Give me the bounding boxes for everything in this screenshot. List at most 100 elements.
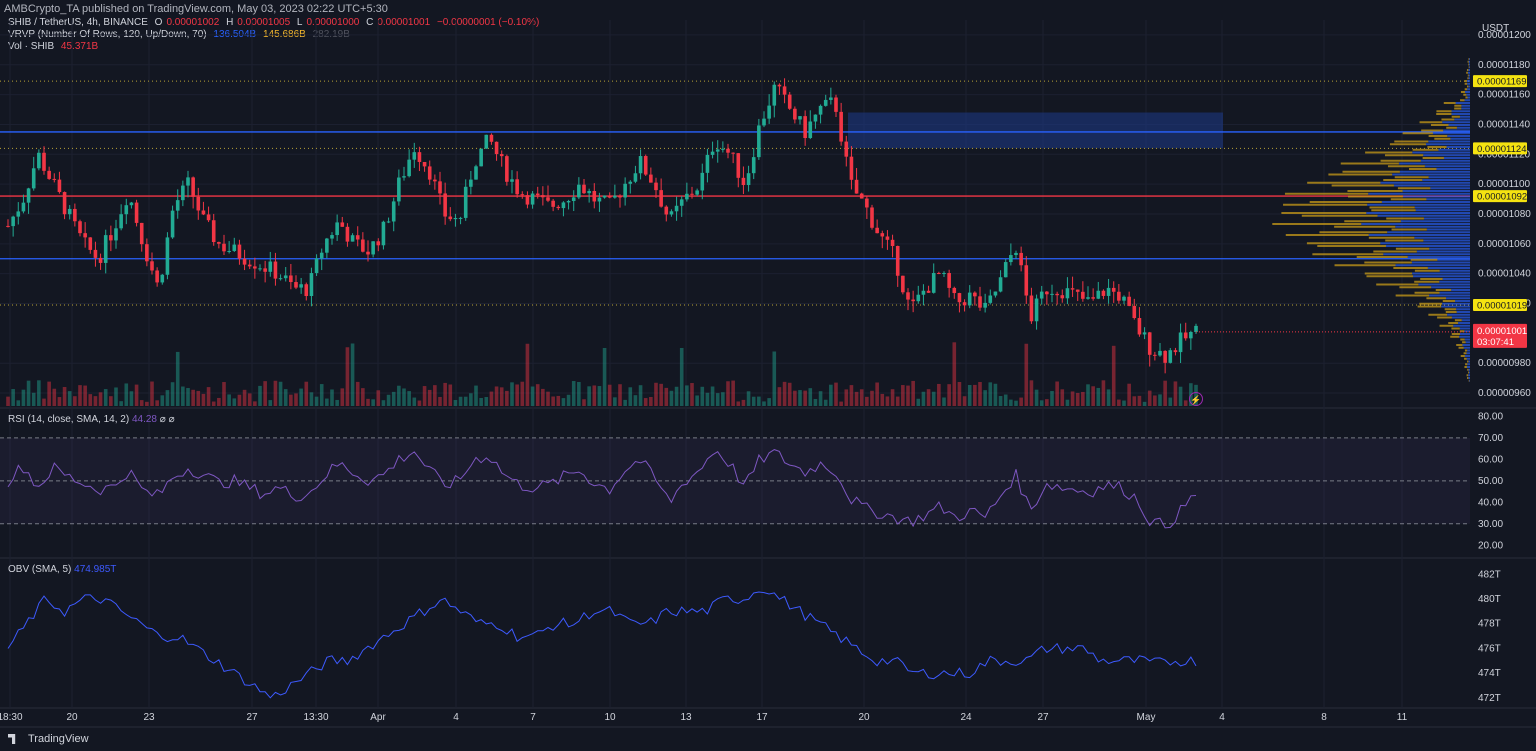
volume-profile-up-bar [1383, 253, 1470, 256]
time-axis-label: 7 [530, 712, 536, 723]
volume-profile-up-bar [1368, 192, 1470, 195]
volume-profile-up-bar [1429, 247, 1470, 250]
volume-bar [690, 383, 694, 406]
volume-bar [582, 399, 586, 406]
volume-profile-down-bar [1443, 102, 1456, 104]
candle-body [361, 239, 365, 252]
countdown-label: 03:07:41 [1477, 337, 1514, 348]
candle-body [829, 97, 833, 100]
candle-body [1029, 295, 1034, 322]
time-axis-label: 17 [756, 712, 768, 723]
volume-bar [83, 385, 87, 406]
volume-bar [1065, 399, 1070, 406]
candle-body [325, 238, 329, 253]
candle-body [397, 177, 401, 202]
volume-profile-up-bar [1450, 137, 1470, 140]
volume-bar [515, 384, 519, 406]
volume-bar [304, 381, 309, 406]
volume-bar [906, 385, 910, 406]
volume-profile-down-bar [1414, 291, 1440, 294]
price-tick-label: 0.00001060 [1478, 239, 1531, 250]
volume-profile-up-bar [1407, 256, 1470, 258]
candle-body [42, 152, 46, 171]
volume-profile-up-bar [1464, 99, 1470, 102]
volume-bar [376, 390, 381, 406]
volume-profile-down-bar [1306, 242, 1381, 245]
volume-profile-down-bar [1454, 107, 1462, 110]
candle-body [813, 114, 818, 122]
price-marker [1473, 299, 1527, 312]
candle-body [299, 284, 303, 288]
volume-profile-down-bar [1454, 104, 1462, 107]
volume-bar [793, 390, 797, 406]
price-tick-label: 0.00001100 [1478, 179, 1531, 190]
volume-bar [386, 394, 391, 406]
volume-profile-down-bar [1439, 324, 1454, 327]
price-marker-label: 0.00001092 [1477, 192, 1527, 203]
volume-profile-down-bar [1468, 371, 1469, 374]
volume-bar [335, 399, 339, 406]
volume-bar [1024, 343, 1029, 406]
volume-profile-up-bar [1465, 341, 1470, 344]
candle-body [222, 243, 226, 252]
volume-bar [736, 401, 741, 406]
candle-body [731, 152, 735, 154]
volume-profile-down-bar [1317, 245, 1387, 247]
candle-body [73, 208, 77, 222]
volume-profile-down-bar [1456, 344, 1463, 346]
volume-profile-down-bar [1301, 214, 1378, 217]
volume-bar [1173, 381, 1178, 406]
volume-label[interactable]: Vol · SHIB [8, 41, 55, 52]
candle-body [247, 264, 252, 267]
volume-bar [654, 382, 658, 406]
time-axis-label: 20 [66, 712, 78, 723]
current-price-marker [1473, 323, 1527, 348]
candle-body [242, 258, 247, 265]
volume-profile-down-bar [1460, 99, 1465, 102]
candle-body [541, 195, 545, 198]
volume-bar [98, 392, 103, 406]
volume-profile-down-bar [1467, 85, 1469, 88]
volume-bar [895, 396, 900, 406]
volume-profile-down-bar [1451, 333, 1460, 335]
volume-profile-up-bar [1466, 80, 1470, 82]
volume-bar [268, 400, 273, 406]
ohlc-high: 0.00001005 [237, 17, 291, 28]
rsi-tick-label: 20.00 [1478, 540, 1503, 551]
volume-profile-down-bar [1464, 357, 1467, 360]
candle-body [103, 235, 108, 263]
symbol-label[interactable]: SHIB / TetherUS, 4h, BINANCE [8, 17, 148, 28]
volume-bar [289, 394, 293, 406]
rsi-title[interactable]: RSI (14, close, SMA, 14, 2) [8, 414, 130, 425]
candle-body [582, 184, 586, 194]
volume-bar [355, 381, 360, 406]
candle-body [83, 233, 87, 238]
volume-bar [165, 390, 170, 406]
candle-body [587, 190, 591, 194]
volume-bar [1034, 389, 1039, 406]
lightning-icon[interactable]: ⚡ [1189, 392, 1203, 406]
volume-profile-down-bar [1430, 124, 1449, 126]
candle-body [659, 190, 663, 207]
volume-profile-up-bar [1469, 58, 1470, 60]
volume-profile-down-bar [1386, 217, 1424, 220]
volume-profile-down-bar [1464, 366, 1467, 368]
obv-title[interactable]: OBV (SMA, 5) [8, 564, 72, 575]
time-axis-label: 27 [1037, 712, 1049, 723]
volume-profile-down-bar [1464, 80, 1467, 82]
volume-bar [391, 391, 396, 406]
candle-body [854, 179, 859, 194]
volume-profile-down-bar [1420, 278, 1443, 280]
rsi-tick-label: 70.00 [1478, 433, 1503, 444]
volume-bar [227, 394, 231, 406]
volume-profile-up-bar [1425, 143, 1470, 146]
volume-bar [829, 384, 833, 406]
candle-body [849, 156, 854, 180]
volume-profile-down-bar [1412, 148, 1439, 151]
candle-body [664, 206, 669, 215]
candle-body [170, 210, 175, 238]
volume-profile-down-bar [1391, 228, 1427, 231]
candle-body [52, 178, 57, 180]
ohlc-l-label: L [296, 17, 303, 28]
